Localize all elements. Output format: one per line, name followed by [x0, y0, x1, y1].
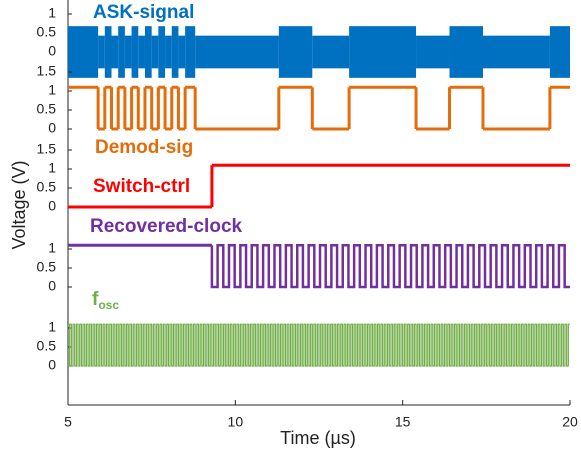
y-tick-label: 1 [48, 82, 56, 98]
x-tick-label: 5 [64, 414, 72, 430]
signal-band [158, 26, 166, 78]
signal-band [104, 26, 112, 78]
y-tick-label: 0.5 [37, 259, 57, 275]
signal-band [165, 35, 172, 69]
y-tick-label: 0.5 [37, 179, 57, 195]
y-tick-label: 0.5 [37, 101, 57, 117]
signal-band [178, 35, 186, 69]
signal-band [278, 26, 313, 78]
y-tick-label: 1 [48, 319, 56, 335]
panel [68, 85, 570, 131]
x-axis-label: Time (µs) [280, 428, 356, 448]
oscillation [210, 243, 570, 289]
y-tick-label: 1.5 [37, 141, 57, 157]
signal-band [312, 35, 350, 69]
signal-band [118, 26, 125, 78]
signal-band [185, 26, 196, 78]
y-tick-label: 1 [48, 5, 56, 21]
y-tick-label: 1 [48, 160, 56, 176]
signal-band [349, 26, 417, 78]
y-axis-label: Voltage (V) [9, 160, 29, 249]
signal-band [549, 26, 570, 78]
signal-band [98, 35, 105, 69]
y-tick-label: 0 [48, 278, 56, 294]
x-tick-label: 10 [228, 414, 244, 430]
panel [68, 163, 570, 209]
signal-band [416, 35, 450, 69]
x-tick-label: 15 [395, 414, 411, 430]
y-tick-label: 0 [48, 198, 56, 214]
panel [68, 243, 570, 289]
signal-band [171, 26, 179, 78]
signal-band [111, 35, 119, 69]
y-tick-label: 0 [48, 120, 56, 136]
panel [68, 323, 570, 367]
signal-title: Demod-sig [95, 137, 193, 158]
signal-band [68, 26, 99, 78]
signal-band [138, 35, 145, 69]
signal-title: fosc [92, 289, 119, 312]
y-tick-label: 0.5 [37, 338, 57, 354]
signal-band [195, 35, 279, 69]
y-tick-label: 1 [48, 240, 56, 256]
signal-band [131, 26, 139, 78]
signal-title-main: f [92, 289, 99, 310]
x-tick-label: 20 [562, 414, 578, 430]
signal-band [482, 35, 550, 69]
oscillation [68, 323, 570, 367]
signal-band [144, 26, 152, 78]
y-tick-label: 0 [48, 357, 56, 373]
y-tick-label: 0 [48, 43, 56, 59]
panel [68, 26, 570, 78]
signal-title: Recovered-clock [90, 216, 243, 237]
y-tick-label: 1.5 [37, 63, 57, 79]
signal-band [151, 35, 159, 69]
signal-title-sub: osc [98, 298, 119, 312]
y-tick-label: 0.5 [37, 24, 57, 40]
signal-band [449, 26, 483, 78]
signal-title: Switch-ctrl [93, 176, 190, 197]
signal-title: ASK-signal [93, 2, 194, 23]
signal-band [124, 35, 132, 69]
